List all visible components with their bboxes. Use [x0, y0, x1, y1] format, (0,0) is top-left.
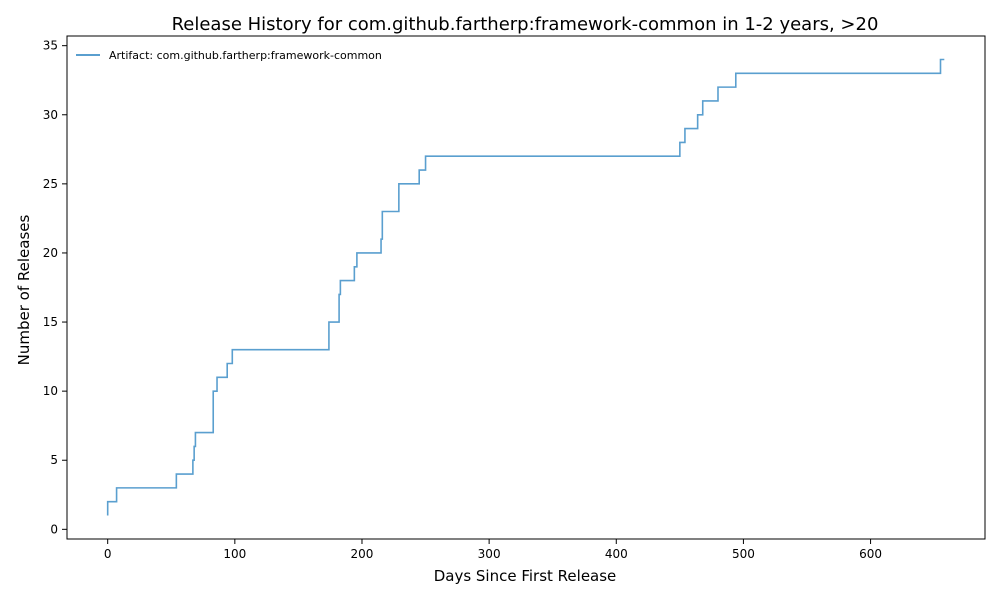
y-tick-label: 25: [43, 177, 58, 191]
y-tick-label: 5: [50, 453, 58, 467]
series-line-0: [106, 58, 945, 516]
x-tick-label: 500: [732, 547, 755, 561]
x-tick-label: 200: [351, 547, 374, 561]
y-tick-label: 35: [43, 39, 58, 53]
legend: Artifact: com.github.fartherp:framework-…: [76, 49, 382, 62]
y-tick-label: 15: [43, 315, 58, 329]
y-tick-label: 20: [43, 246, 58, 260]
series-layer: [106, 58, 945, 516]
y-tick-label: 10: [43, 384, 58, 398]
x-axis-ticks: 0 100 200 300 400 500 600: [104, 539, 882, 561]
x-axis-label: Days Since First Release: [434, 567, 617, 585]
legend-label: Artifact: com.github.fartherp:framework-…: [109, 49, 382, 62]
x-tick-label: 0: [104, 547, 112, 561]
y-tick-label: 0: [50, 522, 58, 536]
chart-title: Release History for com.github.fartherp:…: [172, 14, 879, 35]
x-tick-label: 100: [223, 547, 246, 561]
plot-area-frame: [66, 35, 986, 540]
y-axis-label: Number of Releases: [15, 214, 33, 365]
y-tick-label: 30: [43, 108, 58, 122]
y-axis-ticks: 0 5 10 15 20 25 30 35: [43, 39, 67, 536]
x-tick-label: 600: [859, 547, 882, 561]
x-tick-label: 400: [605, 547, 628, 561]
x-tick-label: 300: [478, 547, 501, 561]
